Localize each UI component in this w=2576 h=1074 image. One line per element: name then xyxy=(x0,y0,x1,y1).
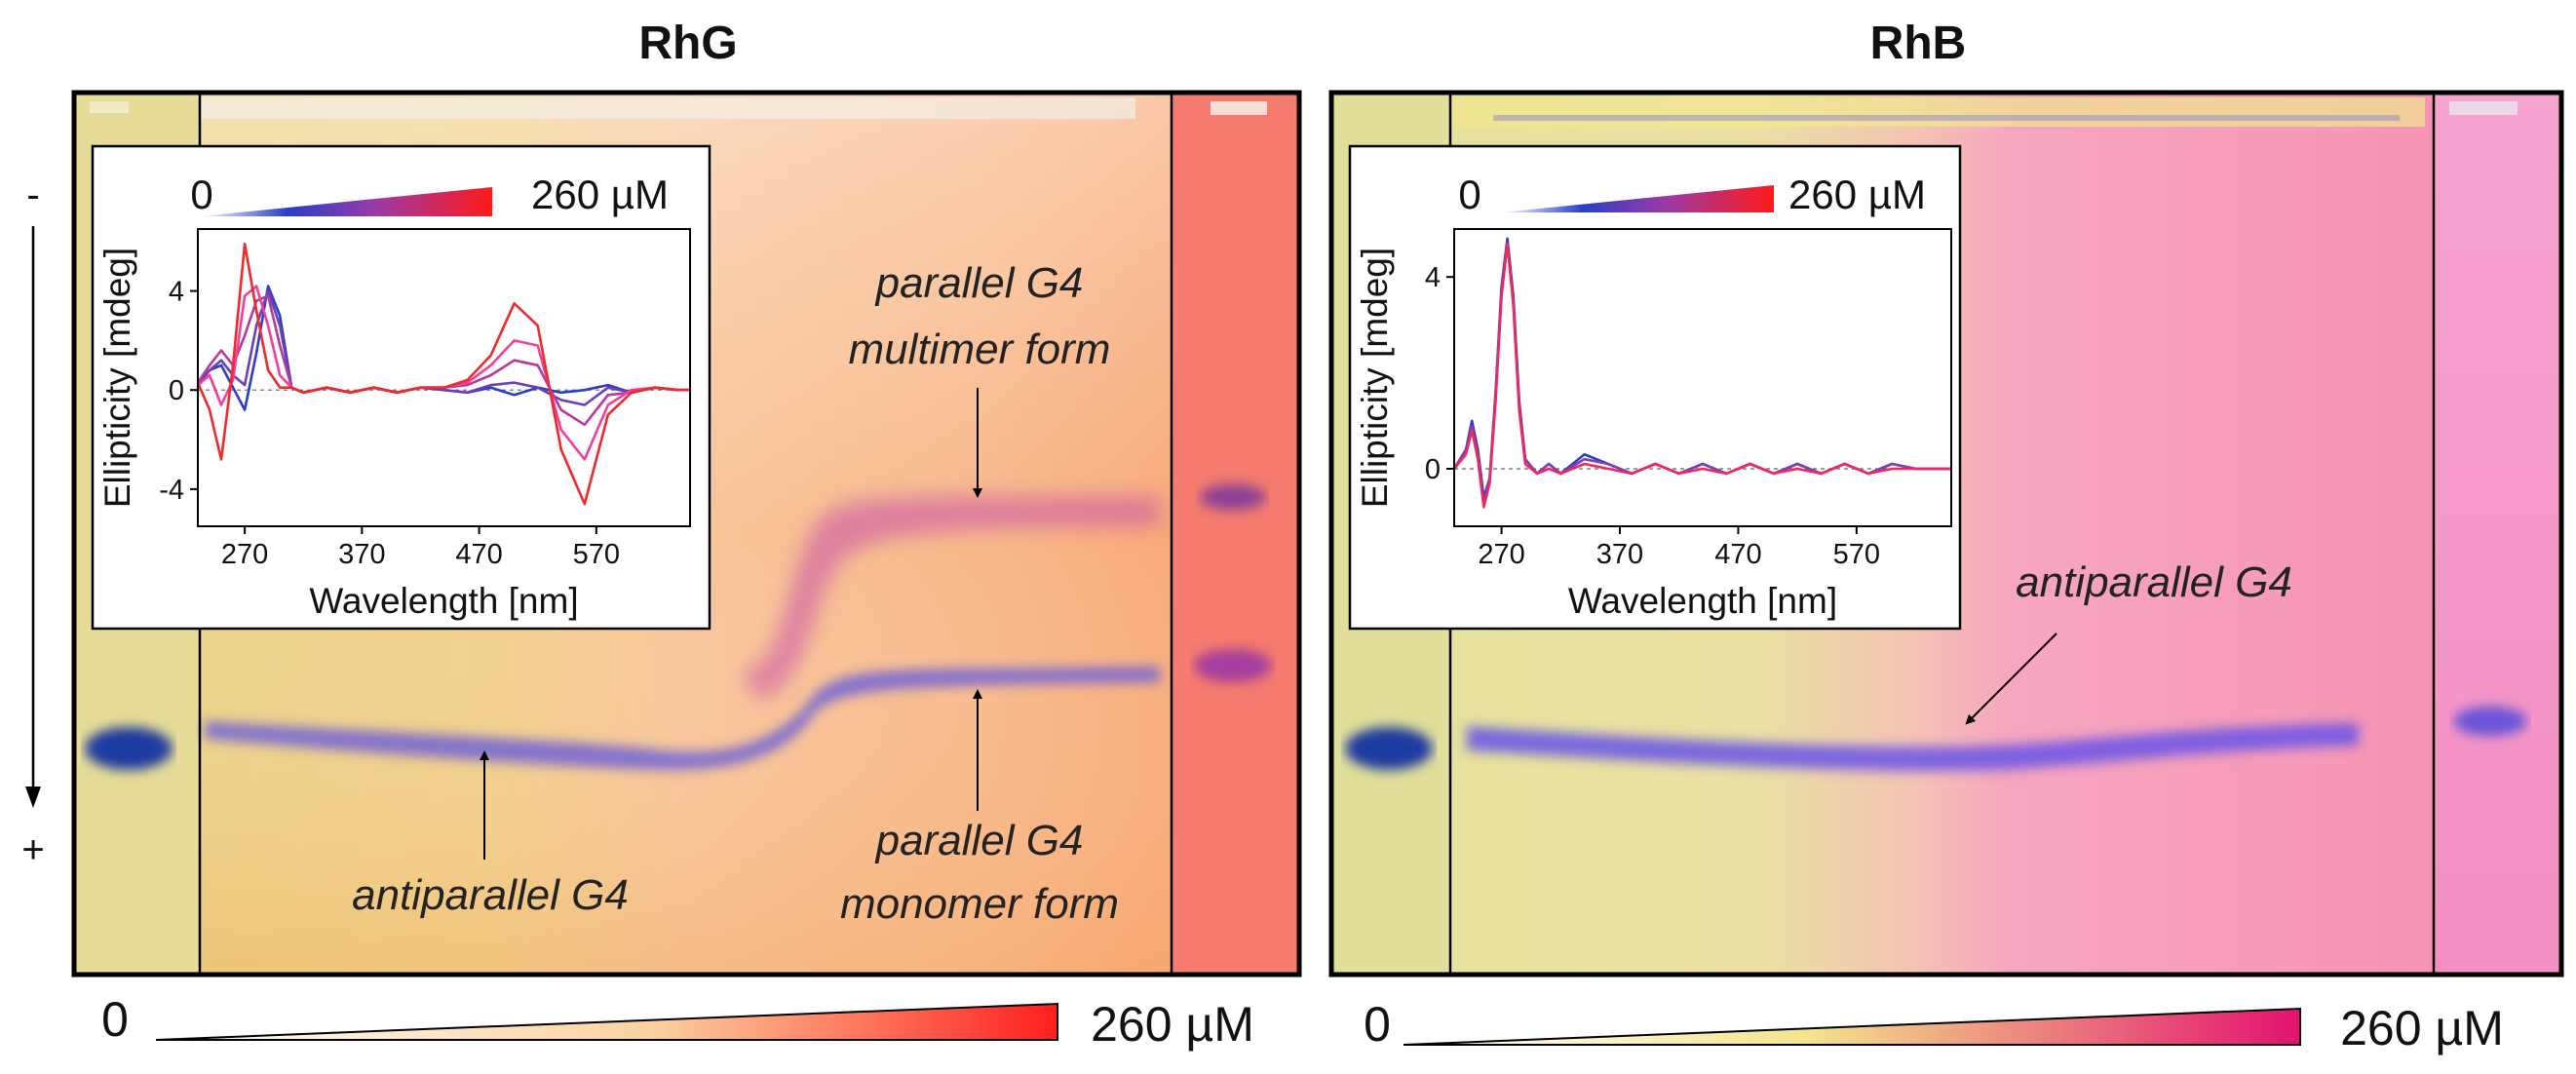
concentration-colorbar xyxy=(200,187,492,216)
cd-series-line xyxy=(196,243,690,506)
x-tick-label: 270 xyxy=(1478,539,1524,570)
band-antiparallel-rhg xyxy=(205,667,1160,770)
x-tick-label: 370 xyxy=(338,539,385,570)
ramp-end-rhb: 260 µM xyxy=(2340,1001,2504,1055)
inset-background xyxy=(1348,144,1962,631)
plot-frame xyxy=(1453,228,1952,527)
concentration-ramp-rhg xyxy=(155,1002,1058,1041)
y-tick-label: 4 xyxy=(1425,262,1441,293)
x-tick-label: 370 xyxy=(1596,539,1643,570)
colorbar-start-label: 0 xyxy=(190,172,212,217)
concentration-colorbar xyxy=(1501,185,1774,212)
cd-inset-rhg: 0 260 µM 270 370 470 570 -4 0 4 Wavelength [nm] El… xyxy=(91,144,711,631)
ramp-start-rhb: 0 xyxy=(1364,997,1391,1052)
x-tick-label: 270 xyxy=(221,539,268,570)
polarity-positive-label: + xyxy=(21,828,44,871)
colorbar-start-label: 0 xyxy=(1458,172,1480,217)
ladder-band-rhg xyxy=(85,727,173,770)
label-parallel-monomer-line1: parallel G4 xyxy=(874,817,1084,864)
control-lane-rhb xyxy=(2434,93,2561,975)
x-tick-label: 570 xyxy=(1833,539,1880,570)
band-multimer-rhg xyxy=(741,496,1160,702)
cd-series-line xyxy=(1452,242,1951,509)
y-tick-label: 4 xyxy=(169,277,184,308)
y-axis-label: Ellipticity [mdeg] xyxy=(97,248,137,508)
concentration-ramp-rhb xyxy=(1403,1007,2301,1046)
label-parallel-multimer-line2: multimer form xyxy=(849,326,1111,373)
ladder-band-rhb xyxy=(1345,727,1433,770)
x-tick-label: 470 xyxy=(455,539,502,570)
x-axis-label: Wavelength [nm] xyxy=(1568,581,1837,621)
label-parallel-monomer-line2: monomer form xyxy=(840,880,1119,928)
colorbar-end-label: 260 µM xyxy=(1788,172,1926,217)
colorbar-end-label: 260 µM xyxy=(531,172,669,217)
ramp-start-rhg: 0 xyxy=(101,992,129,1047)
y-tick-label: 0 xyxy=(1425,454,1441,485)
label-antiparallel-rhb: antiparallel G4 xyxy=(2016,558,2292,606)
label-antiparallel-rhg: antiparallel G4 xyxy=(352,871,629,919)
ramp-end-rhg: 260 µM xyxy=(1091,997,1254,1052)
control-lane-rhg xyxy=(1172,93,1299,975)
band-antiparallel-rhb xyxy=(1467,723,2359,772)
x-tick-label: 570 xyxy=(573,539,620,570)
panel-title-rhb: RhB xyxy=(1870,18,1967,69)
x-axis-label: Wavelength [nm] xyxy=(309,581,578,621)
plot-frame xyxy=(197,228,691,527)
label-parallel-multimer-line1: parallel G4 xyxy=(874,259,1084,307)
y-tick-label: -4 xyxy=(159,475,184,506)
cd-inset-rhb: 0 260 µM 270 370 470 570 0 4 Wavelength [nm] Elli… xyxy=(1348,144,1962,631)
y-axis-label: Ellipticity [mdeg] xyxy=(1355,248,1395,508)
panel-title-rhg: RhG xyxy=(638,18,737,69)
y-tick-label: 0 xyxy=(169,375,184,406)
polarity-negative-label: - xyxy=(26,173,39,216)
x-tick-label: 470 xyxy=(1714,539,1761,570)
arrow-antiparallel-rhb xyxy=(1965,633,2057,725)
